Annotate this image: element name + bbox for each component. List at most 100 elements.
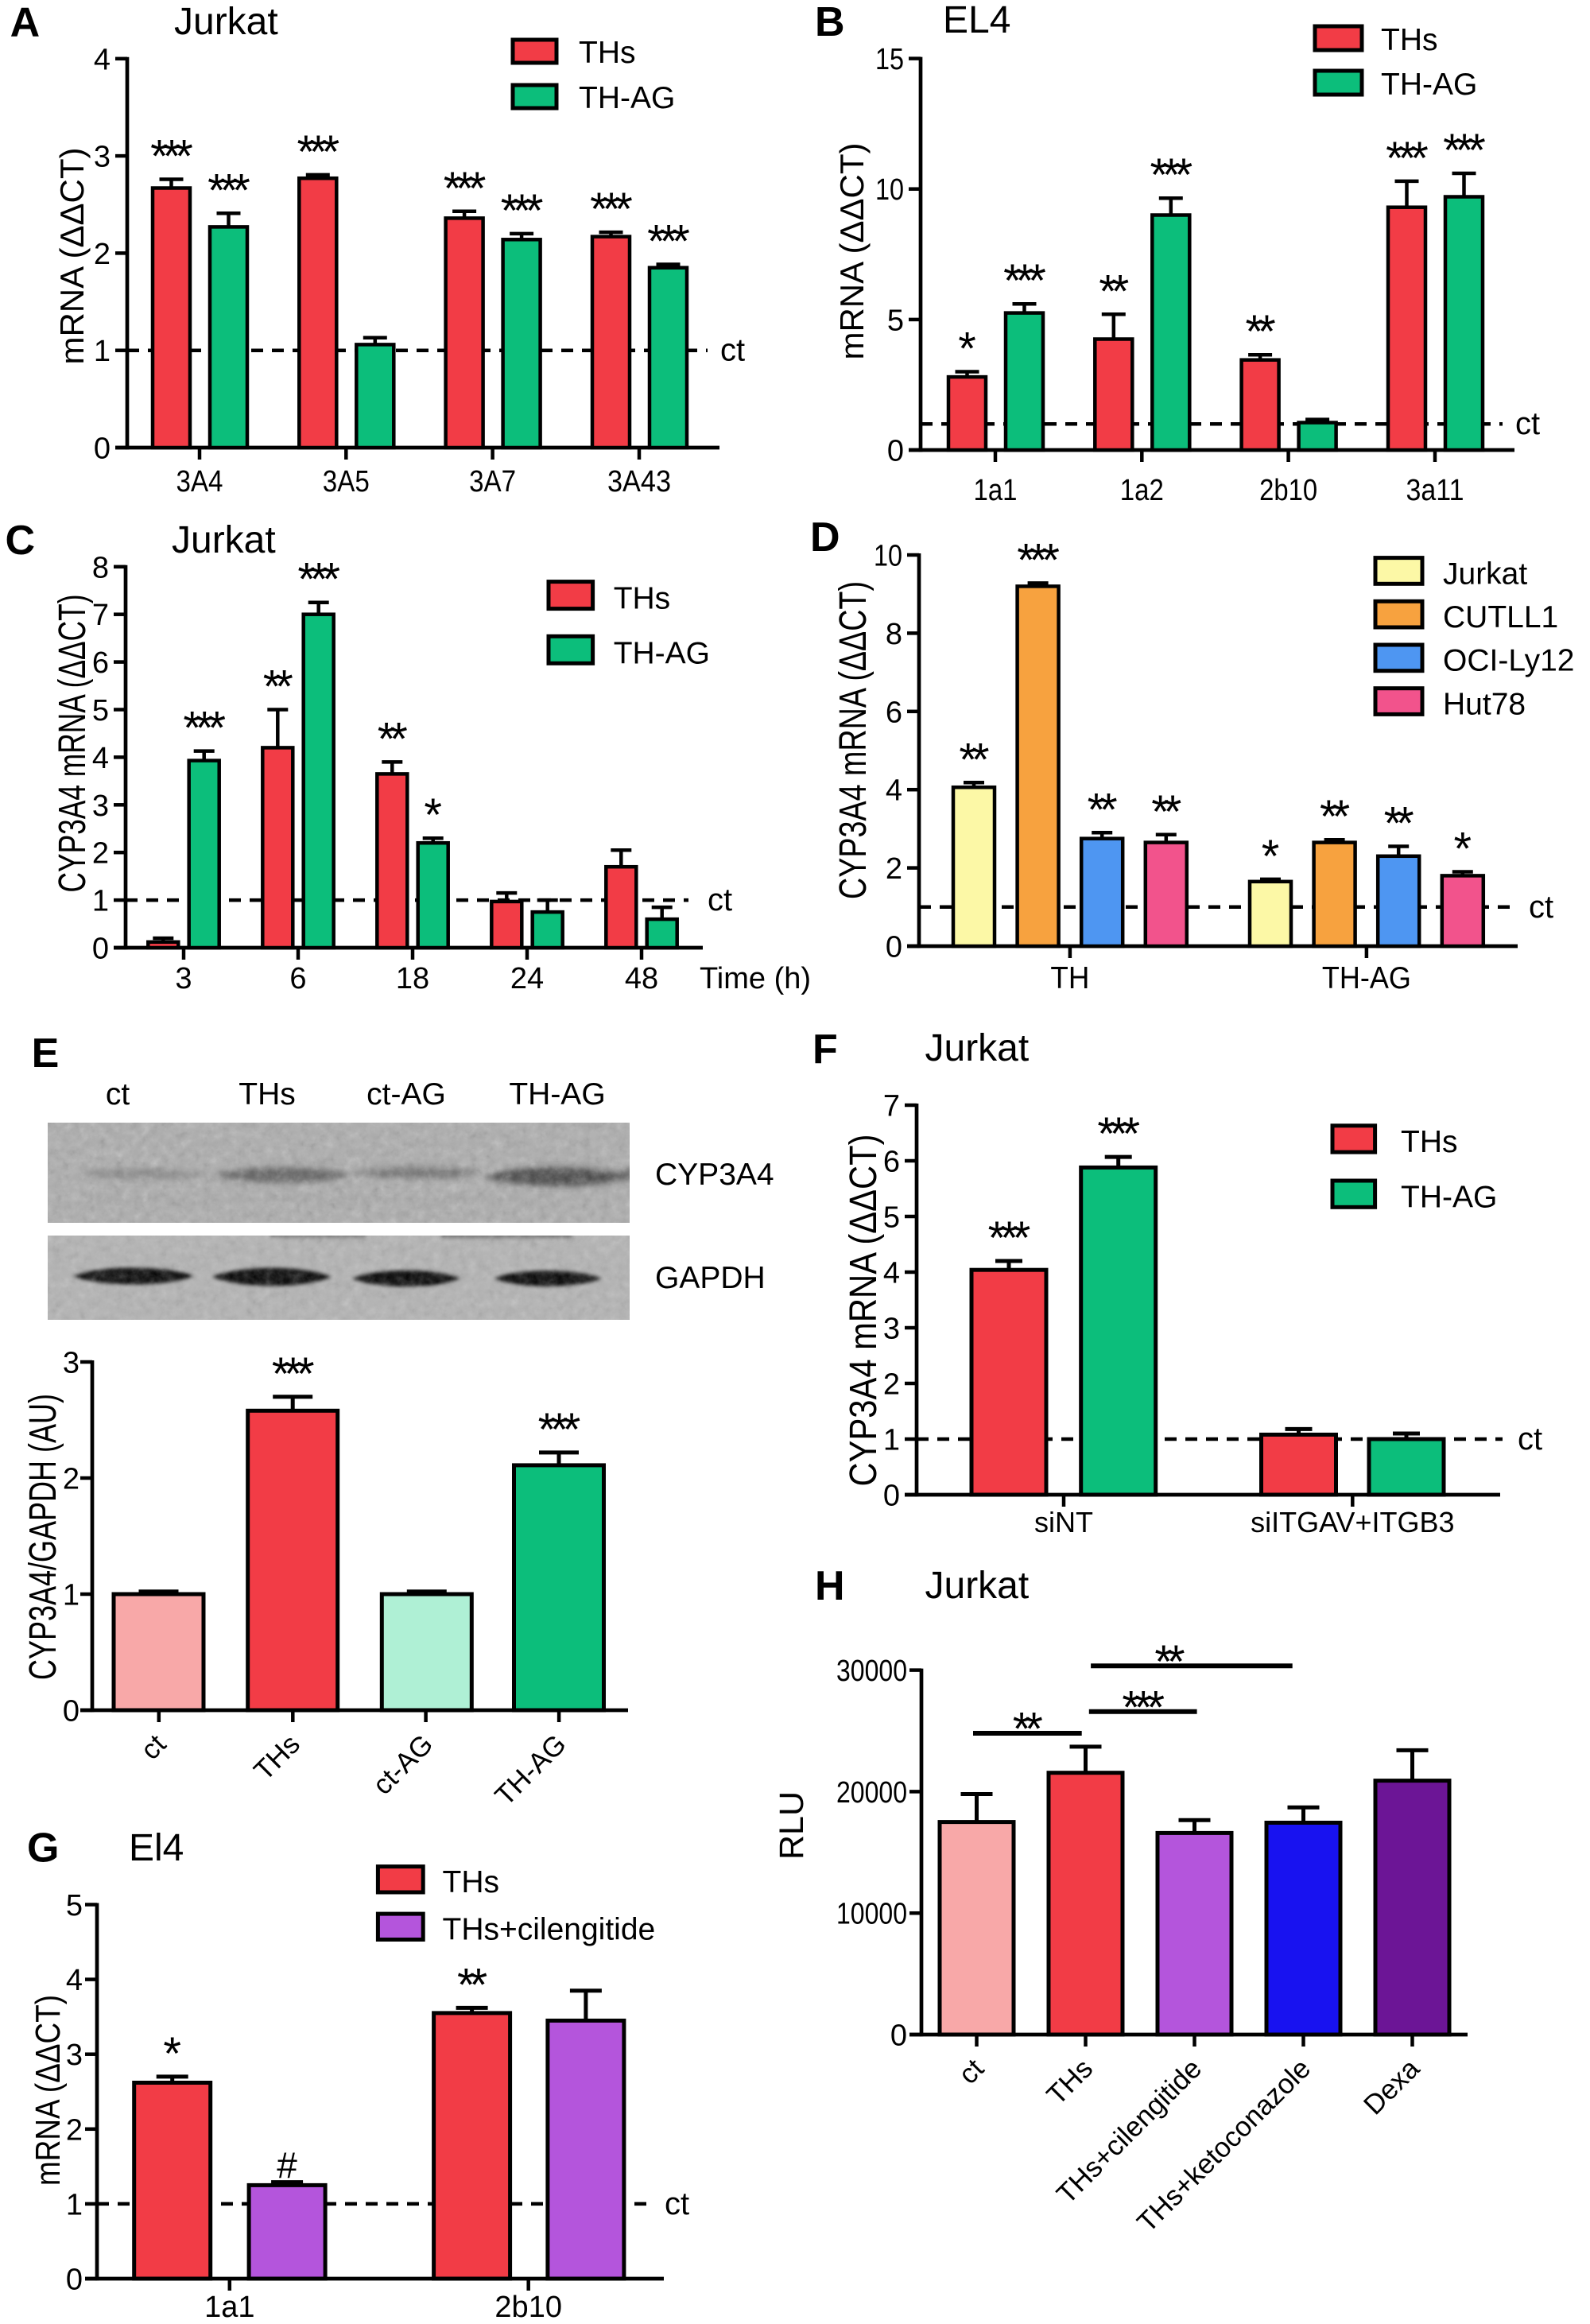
svg-text:*: * [424,790,442,841]
svg-text:***: *** [1150,149,1192,201]
svg-text:***: *** [1097,1108,1139,1160]
svg-text:6: 6 [289,962,306,995]
svg-text:ct: ct [720,333,745,368]
svg-text:1: 1 [94,335,111,368]
svg-text:***: *** [297,554,339,606]
svg-text:2: 2 [883,1368,900,1402]
svg-text:3: 3 [63,1347,80,1380]
svg-text:***: *** [501,185,543,237]
svg-text:30000: 30000 [836,1655,907,1688]
svg-text:THs: THs [1401,1125,1458,1159]
svg-text:ct-AG: ct-AG [366,1077,446,1112]
svg-text:TH-AG: TH-AG [1381,68,1477,102]
svg-text:TH-AG: TH-AG [1322,961,1411,995]
svg-text:Jurkat: Jurkat [174,1,278,43]
svg-text:H: H [815,1563,845,1609]
svg-text:8: 8 [886,618,902,651]
svg-text:3: 3 [92,790,109,823]
svg-text:10: 10 [875,173,904,207]
svg-text:***: *** [1122,1682,1164,1733]
svg-text:10000: 10000 [836,1898,907,1931]
svg-text:***: *** [150,131,192,183]
svg-text:4: 4 [66,1964,83,1997]
svg-text:3A4: 3A4 [176,465,223,499]
svg-text:#: # [277,2145,297,2186]
svg-text:1: 1 [92,885,109,918]
svg-text:Jurkat: Jurkat [1443,557,1527,591]
svg-text:48: 48 [625,962,658,995]
svg-text:18: 18 [396,962,429,995]
svg-text:***: *** [538,1404,580,1456]
svg-text:1: 1 [883,1424,900,1457]
svg-text:5: 5 [887,304,904,337]
svg-text:G: G [27,1825,59,1872]
svg-text:1: 1 [66,2188,83,2221]
svg-text:THs: THs [614,582,671,616]
svg-text:*: * [1262,831,1280,883]
svg-text:0: 0 [887,435,904,468]
svg-text:24: 24 [510,962,544,995]
svg-text:6: 6 [883,1146,900,1179]
svg-text:CYP3A4 mRNA (ΔΔCT): CYP3A4 mRNA (ΔΔCT) [843,1135,885,1487]
svg-text:Jurkat: Jurkat [172,519,276,561]
svg-text:4: 4 [92,742,109,775]
svg-text:EL4: EL4 [943,0,1010,41]
svg-text:siITGAV+ITGB3: siITGAV+ITGB3 [1251,1506,1454,1538]
svg-text:TH-AG: TH-AG [509,1077,605,1112]
svg-text:0: 0 [886,931,902,964]
svg-text:2: 2 [94,238,111,271]
svg-text:ct: ct [708,883,732,918]
svg-text:*: * [958,324,976,375]
svg-text:***: *** [444,163,486,215]
svg-text:*: * [163,2028,181,2080]
svg-text:2: 2 [886,852,902,886]
svg-text:ct: ct [665,2186,689,2221]
svg-text:3a11: 3a11 [1406,474,1464,507]
svg-text:TH-AG: TH-AG [614,636,710,670]
svg-text:CYP3A4/GAPDH (AU): CYP3A4/GAPDH (AU) [22,1394,64,1680]
svg-text:2: 2 [63,1463,80,1496]
svg-text:0: 0 [63,1695,80,1728]
svg-text:***: *** [1443,125,1485,177]
svg-text:2b10: 2b10 [1259,474,1317,507]
svg-text:0: 0 [94,433,111,466]
svg-text:0: 0 [883,1480,900,1513]
svg-text:7: 7 [883,1090,900,1123]
svg-text:***: *** [272,1348,314,1400]
svg-text:10: 10 [874,540,902,573]
svg-text:3: 3 [883,1313,900,1346]
svg-text:CUTLL1: CUTLL1 [1443,600,1558,634]
svg-text:3: 3 [175,962,192,995]
svg-text:4: 4 [886,774,902,808]
svg-text:20000: 20000 [836,1776,907,1810]
svg-text:***: *** [1017,534,1059,586]
svg-text:***: *** [207,165,250,216]
svg-text:El4: El4 [129,1827,184,1869]
svg-text:mRNA (ΔΔCT): mRNA (ΔΔCT) [29,1995,68,2186]
svg-text:***: *** [183,703,225,755]
svg-text:1a2: 1a2 [1120,474,1164,507]
svg-text:6: 6 [886,696,902,729]
svg-text:Time (h): Time (h) [700,962,811,995]
svg-text:5: 5 [66,1889,83,1922]
svg-text:Jurkat: Jurkat [925,1027,1030,1069]
svg-text:CYP3A4: CYP3A4 [655,1158,774,1192]
svg-text:0: 0 [92,933,109,966]
svg-text:2b10: 2b10 [494,2291,562,2324]
svg-text:TH-AG: TH-AG [579,81,675,115]
svg-text:CYP3A4 mRNA (ΔΔCT): CYP3A4 mRNA (ΔΔCT) [832,581,874,899]
svg-text:15: 15 [875,43,904,76]
svg-text:1a1: 1a1 [204,2291,254,2324]
svg-text:ct: ct [1515,406,1540,441]
svg-text:***: *** [1003,255,1045,307]
svg-text:ct: ct [1518,1422,1542,1457]
svg-text:***: *** [297,126,339,178]
svg-text:A: A [10,0,41,46]
svg-text:C: C [6,518,36,564]
svg-text:siNT: siNT [1034,1506,1093,1538]
svg-text:THs: THs [579,36,636,70]
svg-text:5: 5 [92,694,109,727]
svg-text:THs: THs [443,1865,500,1899]
svg-text:RLU: RLU [773,1791,811,1860]
svg-text:***: *** [590,184,632,235]
